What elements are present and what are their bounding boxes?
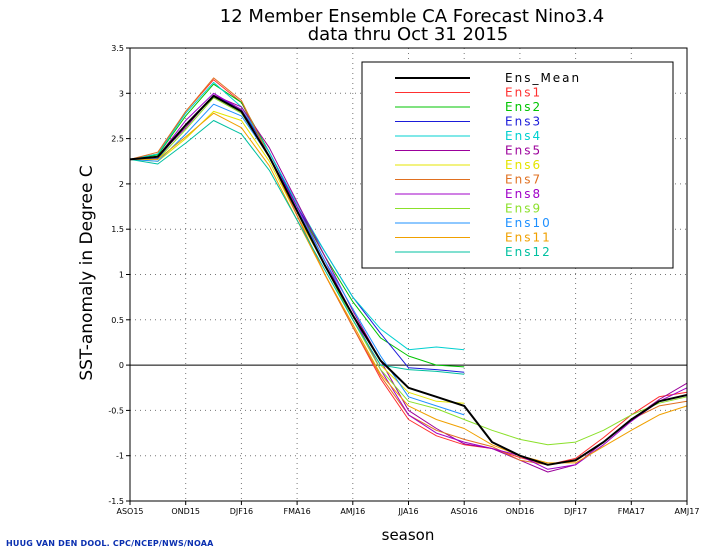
y-tick-label: -0.5 bbox=[108, 406, 124, 415]
x-tick-label: DJF17 bbox=[564, 507, 587, 516]
legend-label: Ens8 bbox=[505, 187, 542, 201]
series-line-ens9 bbox=[130, 97, 688, 446]
legend-label: Ens11 bbox=[505, 231, 552, 245]
x-axis-label: season bbox=[382, 526, 435, 544]
legend-label: Ens12 bbox=[505, 245, 552, 259]
series-line-ens12 bbox=[129, 120, 465, 375]
y-tick-label: 1 bbox=[119, 271, 124, 280]
x-tick-label: OND15 bbox=[171, 507, 200, 516]
y-axis-label: SST-anomaly in Degree C bbox=[77, 165, 97, 380]
plot-frame bbox=[129, 47, 688, 502]
y-tick-label: 2 bbox=[119, 180, 124, 189]
x-tick-label: FMA16 bbox=[284, 507, 311, 516]
x-tick-label: ASO15 bbox=[116, 507, 143, 516]
x-tick-label: JJA16 bbox=[397, 507, 418, 516]
y-tick-label: 1.5 bbox=[111, 225, 124, 234]
legend-label: Ens1 bbox=[505, 86, 542, 100]
credit-text: HUUG VAN DEN DOOL. CPC/NCEP/NWS/NOAA bbox=[6, 539, 214, 548]
x-tick-label: AMJ16 bbox=[340, 507, 365, 516]
legend-label: Ens6 bbox=[505, 158, 542, 172]
chart-subtitle: data thru Oct 31 2015 bbox=[308, 24, 509, 45]
legend-label: Ens3 bbox=[505, 115, 542, 129]
legend-label: Ens2 bbox=[505, 100, 542, 114]
legend-label: Ens_Mean bbox=[505, 71, 581, 85]
series-line-ens4 bbox=[129, 81, 465, 351]
y-tick-label: -1 bbox=[116, 452, 124, 461]
y-tick-label: -1.5 bbox=[108, 497, 124, 506]
series-line-ens11 bbox=[130, 112, 688, 464]
legend-label: Ens10 bbox=[505, 216, 552, 230]
series-line-ens-mean bbox=[129, 95, 688, 466]
legend-label: Ens9 bbox=[505, 202, 542, 216]
y-tick-label: 0.5 bbox=[111, 316, 124, 325]
y-tick-label: 2.5 bbox=[111, 135, 124, 144]
chart-title: 12 Member Ensemble CA Forecast Nino3.4 bbox=[220, 6, 604, 27]
legend-label: Ens4 bbox=[505, 129, 542, 143]
x-tick-label: AMJ17 bbox=[675, 507, 700, 516]
legend-label: Ens7 bbox=[505, 173, 542, 187]
x-tick-label: FMA17 bbox=[618, 507, 645, 516]
legend-label: Ens5 bbox=[505, 144, 542, 158]
axis-ticks: -1.5 -1 -0.5 0 0.5 1 1.5 2 2.5 3 3.5 ASO15 OND15 DJF1… bbox=[108, 44, 699, 516]
x-tick-label: ASO16 bbox=[451, 507, 478, 516]
y-tick-label: 3 bbox=[119, 89, 124, 98]
series-lines bbox=[129, 77, 688, 473]
x-tick-label: DJF16 bbox=[230, 507, 253, 516]
y-tick-label: 0 bbox=[119, 361, 124, 370]
series-line-ens1 bbox=[129, 79, 688, 466]
x-tick-label: OND16 bbox=[506, 507, 535, 516]
y-tick-label: 3.5 bbox=[111, 44, 124, 53]
legend: Ens_MeanEns1Ens2Ens3Ens4Ens5Ens6Ens7Ens8… bbox=[361, 61, 674, 269]
